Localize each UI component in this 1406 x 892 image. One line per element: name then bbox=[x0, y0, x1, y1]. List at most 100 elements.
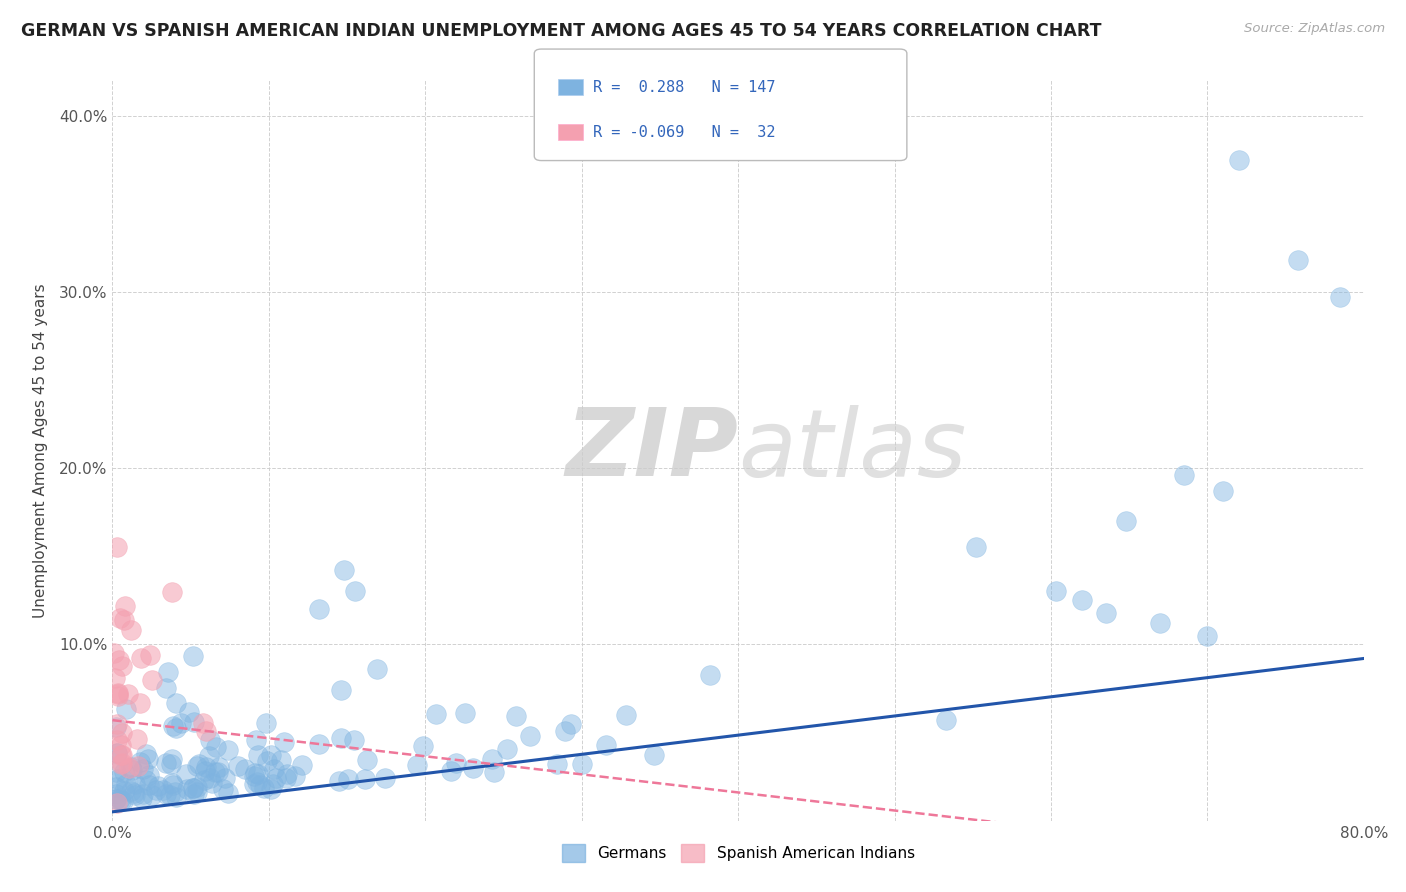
Point bbox=[181, 649, 204, 664]
Point bbox=[155, 787, 177, 801]
Point bbox=[193, 716, 215, 731]
Point bbox=[183, 714, 205, 729]
Point bbox=[1286, 253, 1309, 268]
Point bbox=[155, 681, 177, 696]
Point bbox=[160, 776, 183, 790]
Point bbox=[496, 741, 519, 756]
Point bbox=[111, 756, 134, 770]
Point bbox=[308, 602, 330, 616]
Point bbox=[170, 715, 193, 730]
Point bbox=[243, 777, 266, 791]
Point bbox=[114, 599, 136, 613]
Y-axis label: Unemployment Among Ages 45 to 54 years: Unemployment Among Ages 45 to 54 years bbox=[32, 283, 48, 618]
Point bbox=[162, 719, 184, 733]
Point bbox=[1197, 628, 1219, 642]
Point bbox=[124, 777, 146, 791]
Point bbox=[425, 707, 447, 722]
Point bbox=[519, 730, 541, 744]
Point bbox=[104, 720, 127, 734]
Point bbox=[136, 752, 159, 766]
Point bbox=[356, 754, 378, 768]
Point bbox=[193, 772, 215, 787]
Point bbox=[186, 780, 208, 794]
Text: GERMAN VS SPANISH AMERICAN INDIAN UNEMPLOYMENT AMONG AGES 45 TO 54 YEARS CORRELA: GERMAN VS SPANISH AMERICAN INDIAN UNEMPL… bbox=[21, 22, 1101, 40]
Point bbox=[461, 761, 484, 775]
Point bbox=[118, 761, 141, 775]
Point bbox=[291, 758, 314, 772]
Point bbox=[284, 769, 307, 783]
Point bbox=[1212, 483, 1234, 498]
Point bbox=[160, 752, 183, 766]
Point bbox=[112, 784, 135, 798]
Point bbox=[247, 747, 270, 762]
Point bbox=[141, 788, 163, 802]
Point bbox=[110, 756, 132, 771]
Text: Source: ZipAtlas.com: Source: ZipAtlas.com bbox=[1244, 22, 1385, 36]
Point bbox=[571, 757, 593, 772]
Point bbox=[1045, 584, 1067, 599]
Point bbox=[595, 738, 617, 752]
Point bbox=[259, 748, 281, 763]
Point bbox=[107, 687, 129, 701]
Point bbox=[1329, 290, 1351, 304]
Point bbox=[353, 772, 375, 786]
Point bbox=[412, 739, 434, 753]
Point bbox=[1071, 593, 1094, 607]
Point bbox=[453, 706, 475, 720]
Point bbox=[214, 772, 236, 786]
Point bbox=[129, 651, 152, 665]
Point bbox=[554, 723, 576, 738]
Point bbox=[110, 611, 132, 625]
Point bbox=[1173, 468, 1195, 483]
Point bbox=[127, 759, 149, 773]
Point bbox=[246, 774, 269, 789]
Point bbox=[226, 759, 249, 773]
Point bbox=[198, 748, 221, 763]
Point bbox=[117, 687, 139, 701]
Point bbox=[104, 792, 127, 806]
Point bbox=[125, 731, 148, 746]
Point bbox=[105, 796, 128, 810]
Point bbox=[105, 746, 128, 760]
Point bbox=[243, 769, 266, 783]
Point bbox=[616, 708, 638, 723]
Point bbox=[132, 762, 155, 776]
Point bbox=[699, 668, 721, 682]
Point bbox=[205, 740, 228, 755]
Point bbox=[110, 795, 132, 809]
Point bbox=[198, 732, 221, 747]
Point bbox=[115, 777, 138, 791]
Text: R =  0.288   N = 147: R = 0.288 N = 147 bbox=[593, 79, 776, 95]
Point bbox=[1115, 514, 1137, 528]
Point bbox=[406, 757, 429, 772]
Point bbox=[308, 737, 330, 751]
Point bbox=[328, 774, 350, 789]
Point bbox=[195, 760, 218, 774]
Point bbox=[245, 732, 267, 747]
Point bbox=[132, 788, 155, 802]
Point bbox=[104, 671, 127, 685]
Point bbox=[183, 787, 205, 801]
Point bbox=[159, 789, 181, 803]
Point bbox=[162, 778, 184, 792]
Point bbox=[481, 752, 503, 766]
Point bbox=[157, 665, 180, 679]
Point bbox=[643, 747, 665, 762]
Point bbox=[121, 763, 143, 777]
Point bbox=[181, 781, 204, 796]
Point bbox=[256, 755, 278, 769]
Point bbox=[165, 696, 187, 710]
Point bbox=[181, 780, 204, 795]
Point bbox=[104, 765, 127, 780]
Point bbox=[217, 743, 239, 757]
Point bbox=[111, 726, 134, 740]
Point bbox=[163, 785, 186, 799]
Point bbox=[103, 646, 125, 660]
Point bbox=[217, 787, 239, 801]
Point bbox=[243, 765, 266, 780]
Point bbox=[111, 747, 134, 762]
Point bbox=[186, 759, 208, 773]
Point bbox=[165, 721, 187, 735]
Point bbox=[1094, 606, 1116, 620]
Point bbox=[200, 771, 222, 785]
